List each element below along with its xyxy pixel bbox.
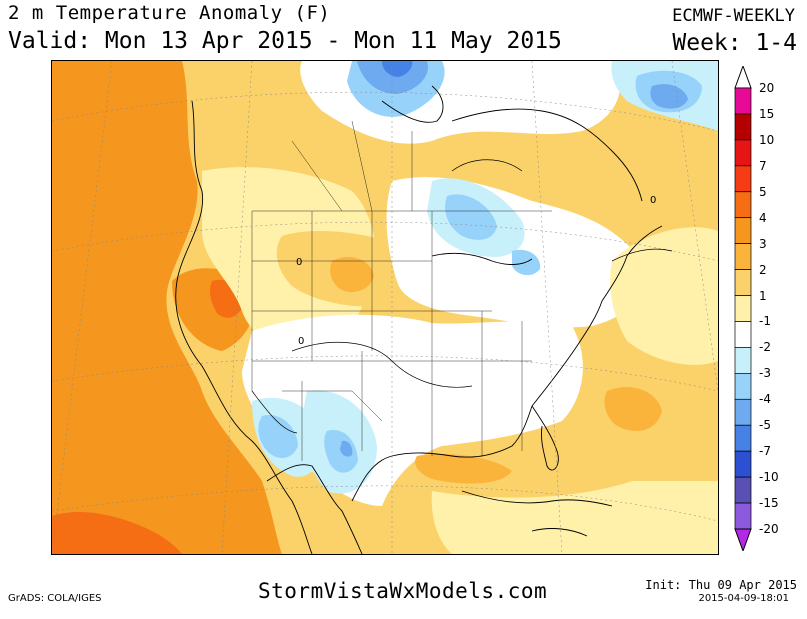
colorbar-swatch [734,450,752,478]
model-name: ECMWF-WEEKLY [672,6,795,26]
colorbar-swatch [734,217,752,244]
timestamp: 2015-04-09-18:01 [698,593,789,604]
colorbar-label: 20 [759,81,775,95]
atlantic-warm-core [604,387,662,431]
colorbar-label: -10 [759,470,779,485]
gulf-warm-core [415,454,512,484]
colorbar-swatch [734,347,752,374]
anomaly-map: 0 0 0 [51,60,719,555]
colorbar-swatch [734,87,752,115]
colorbar-swatch [734,243,752,270]
forecast-week: Week: 1-4 [672,30,797,56]
init-time: Init: Thu 09 Apr 2015 [645,578,797,592]
colorbar-swatch [734,191,752,219]
color-legend: 20 15 10 7 5 4 3 2 1 -1 -2 -3 -4 -5 -7 -10 -15 -20 [733,66,803,551]
hudson-bay-cold [357,61,428,94]
map-title: 2 m Temperature Anomaly (F) [8,2,331,24]
colorbar-label: -7 [759,444,771,459]
colorbar-swatch [734,269,752,296]
colorbar-swatch [734,424,752,452]
colorbar-label: 15 [759,106,775,121]
colorbar-label: -15 [759,496,779,511]
labrador-coldest [650,84,688,109]
southwest-deep-warm [52,511,182,554]
grads-credit: GrADS: COLA/IGES [8,593,102,604]
zero-contours [251,159,673,434]
colorbar-label: 4 [759,210,767,225]
colorbar-label: 5 [759,184,767,199]
texas-cold-spot [340,440,353,457]
colorbar-label: 2 [759,262,767,277]
caribbean-slight-warm [431,481,718,554]
colorbar-label: -1 [759,314,771,329]
arizona-cool-core [258,415,298,458]
contour-label: 0 [298,336,304,347]
colorbar-top-arrow [734,66,752,89]
valid-period: Valid: Mon 13 Apr 2015 - Mon 11 May 2015 [8,28,562,54]
plains-warm-core [330,256,374,293]
colorbar-label: -2 [759,340,771,355]
colorbar-swatch [734,139,752,167]
graticule [52,61,718,554]
colorbar-swatch [734,165,752,193]
colorbar-bottom-arrow [734,528,752,551]
colorbar-swatch [734,295,752,322]
colorbar-label: 1 [759,288,767,303]
colorbar-swatch [734,373,752,400]
colorbar-label: 3 [759,236,767,251]
colorbar-label: 7 [759,158,767,173]
colorbar-label: 10 [759,132,775,147]
colorbar-label: -20 [759,522,779,536]
website-credit: StormVistaWxModels.com [258,579,548,603]
colorbar-swatch [734,321,752,348]
colorbar-svg [734,66,752,551]
colorbar-swatch [734,398,752,426]
contour-label-2: 0 [296,257,302,268]
colorbar-label: -4 [759,392,771,407]
anomaly-map-svg: 0 0 0 [52,61,718,554]
colorbar-label: -3 [759,366,771,381]
colorbar-label: -5 [759,418,771,433]
colorbar-swatch [734,476,752,504]
political-borders [251,120,552,461]
coastline-outlines [175,85,663,554]
ontario-colder [445,194,497,240]
colorbar-swatch [734,113,752,141]
hudson-bay-coldest [382,61,413,77]
gulf-of-alaska-warm [78,141,173,253]
atlantic-slight-warm [610,227,718,365]
contour-label-3: 0 [650,195,656,206]
colorbar-swatch [734,502,752,530]
